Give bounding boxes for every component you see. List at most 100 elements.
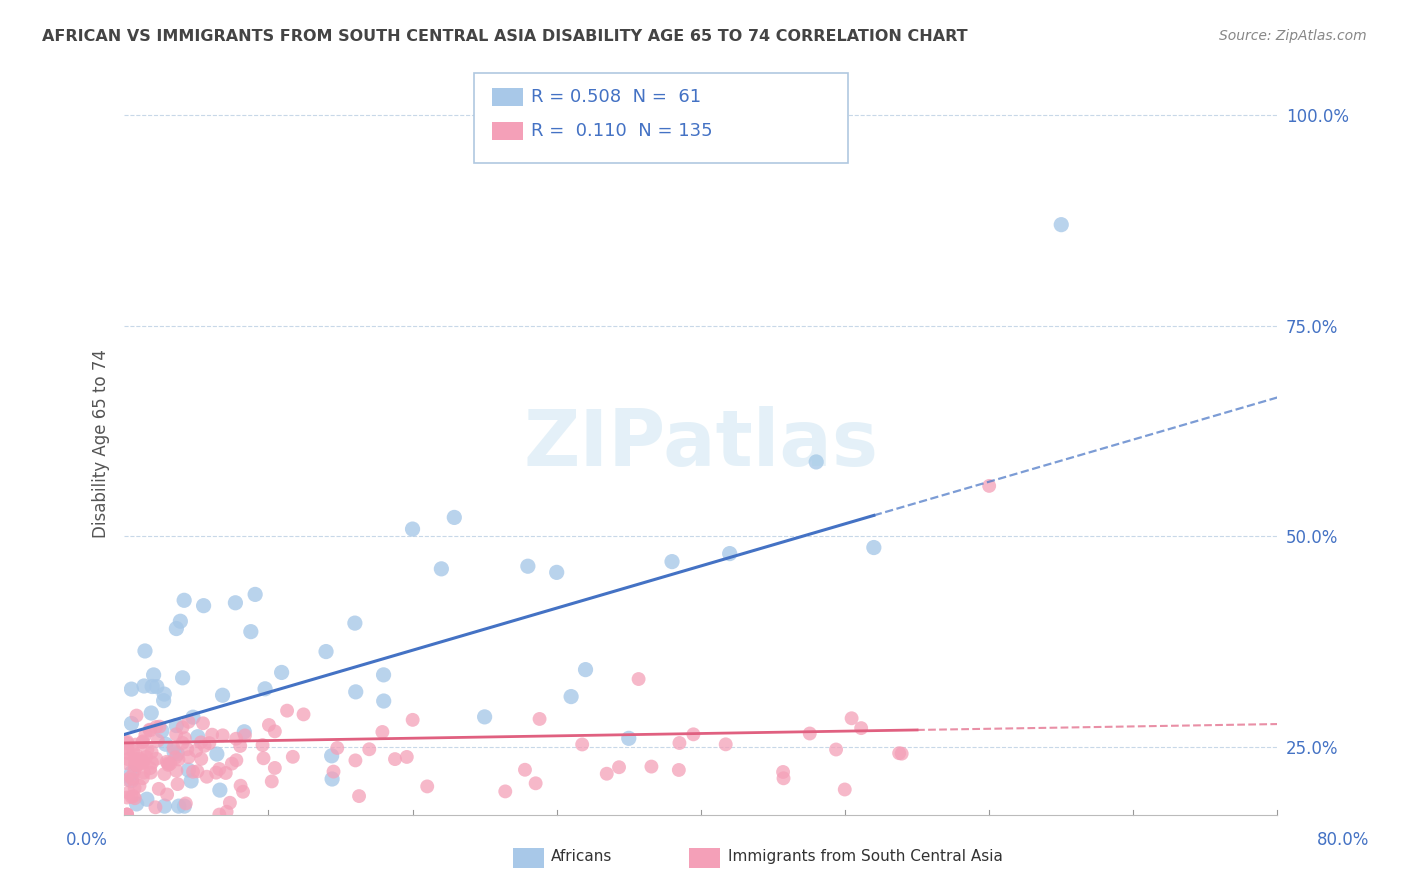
Point — [849, 721, 872, 735]
Point — [863, 541, 886, 555]
Point — [115, 734, 138, 748]
Point — [120, 770, 142, 784]
Point — [661, 555, 683, 569]
Point — [115, 790, 138, 805]
Point — [166, 777, 188, 791]
Point — [115, 807, 138, 822]
Point — [260, 774, 283, 789]
Point — [516, 559, 538, 574]
Point — [221, 756, 243, 771]
Point — [344, 753, 367, 767]
Point — [804, 455, 827, 469]
Point — [124, 780, 146, 795]
Point — [243, 587, 266, 601]
Point — [560, 690, 582, 704]
Point — [359, 742, 381, 756]
Text: Source: ZipAtlas.com: Source: ZipAtlas.com — [1219, 29, 1367, 43]
Point — [571, 738, 593, 752]
Point — [281, 749, 304, 764]
Point — [416, 780, 439, 794]
Point — [149, 720, 172, 734]
Point — [343, 616, 366, 631]
Point — [141, 680, 163, 694]
Point — [139, 723, 162, 738]
Point — [122, 789, 145, 804]
Text: ZIPatlas: ZIPatlas — [523, 406, 879, 482]
Point — [225, 753, 247, 767]
Point — [132, 734, 155, 748]
Point — [120, 682, 142, 697]
Point — [174, 797, 197, 811]
Point — [177, 714, 200, 729]
Point — [153, 799, 176, 814]
Point — [173, 731, 195, 746]
Point — [211, 728, 233, 742]
Point — [718, 547, 741, 561]
Point — [668, 763, 690, 777]
Point — [153, 687, 176, 701]
Point — [205, 765, 228, 780]
Point — [150, 723, 173, 738]
Point — [120, 765, 142, 780]
Point — [124, 751, 146, 765]
Point — [157, 757, 180, 772]
Point — [131, 771, 153, 785]
Point — [159, 756, 181, 771]
Point — [198, 736, 221, 750]
Point — [115, 741, 138, 756]
Point — [979, 479, 1001, 493]
Point — [254, 681, 277, 696]
Point — [292, 707, 315, 722]
Point — [187, 730, 209, 744]
Point — [156, 755, 179, 769]
Point — [474, 710, 496, 724]
Point — [165, 622, 187, 636]
Point — [115, 807, 138, 822]
Text: 0.0%: 0.0% — [66, 831, 108, 849]
Point — [125, 758, 148, 772]
Point — [208, 762, 231, 776]
Point — [215, 766, 238, 780]
Point — [139, 761, 162, 775]
Point — [373, 668, 395, 682]
Point — [714, 737, 737, 751]
Point — [195, 770, 218, 784]
Point — [124, 764, 146, 778]
Text: AFRICAN VS IMMIGRANTS FROM SOUTH CENTRAL ASIA DISABILITY AGE 65 TO 74 CORRELATIO: AFRICAN VS IMMIGRANTS FROM SOUTH CENTRAL… — [42, 29, 967, 44]
Point — [153, 767, 176, 781]
Point — [115, 736, 138, 750]
Point — [191, 716, 214, 731]
Point — [668, 736, 690, 750]
Point — [176, 742, 198, 756]
Point — [132, 754, 155, 768]
Point — [205, 747, 228, 761]
Point — [596, 766, 619, 780]
Point — [165, 718, 187, 732]
Point — [233, 724, 256, 739]
Point — [190, 735, 212, 749]
Point — [146, 680, 169, 694]
Point — [225, 731, 247, 746]
Point — [165, 750, 187, 764]
Text: R = 0.508  N =  61: R = 0.508 N = 61 — [531, 88, 702, 106]
Point — [139, 765, 162, 780]
Point — [141, 745, 163, 759]
Point — [162, 740, 184, 755]
Point — [180, 774, 202, 789]
Point — [402, 713, 425, 727]
Text: Immigrants from South Central Asia: Immigrants from South Central Asia — [728, 849, 1004, 863]
Point — [122, 745, 145, 759]
Point — [347, 789, 370, 803]
Point — [125, 738, 148, 752]
Point — [157, 756, 180, 771]
Point — [117, 752, 139, 766]
Point — [184, 744, 207, 758]
Point — [208, 783, 231, 797]
Point — [321, 748, 343, 763]
Point — [177, 750, 200, 764]
Point — [181, 710, 204, 724]
Point — [546, 566, 568, 580]
Point — [152, 693, 174, 707]
Point — [1050, 218, 1073, 232]
Point — [321, 772, 343, 786]
